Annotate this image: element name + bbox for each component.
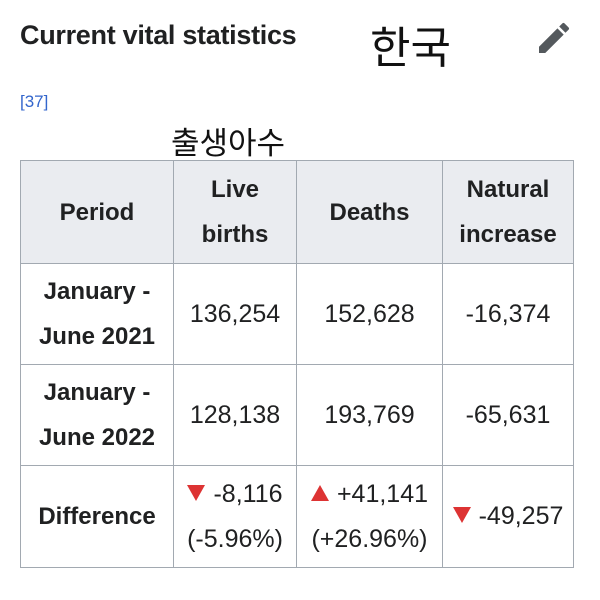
reference-link[interactable]: [37]: [20, 92, 49, 111]
difference-row: Difference -8,116 (-5.96%) +41,141 (+26.…: [20, 465, 574, 568]
header-natural-increase-line1: Natural: [466, 176, 550, 203]
section-title: Current vital statistics: [20, 20, 297, 50]
section-header: Current vital statistics 한국: [20, 18, 580, 74]
cell-natural-increase: -65,631: [442, 364, 574, 466]
header-natural-increase: Natural increase: [442, 160, 574, 264]
pencil-icon[interactable]: [534, 18, 574, 58]
difference-live-births-percent: (-5.96%): [187, 524, 283, 553]
decrease-triangle-icon: [187, 484, 206, 501]
difference-live-births-value: -8,116: [213, 479, 283, 508]
cell-difference-deaths: +41,141 (+26.96%): [296, 465, 443, 568]
row-period-line1: January -: [43, 278, 151, 305]
row-period: January - June 2022: [20, 364, 174, 466]
header-live-births: Live births: [173, 160, 297, 264]
cell-live-births: 136,254: [173, 263, 297, 365]
cell-deaths: 193,769: [296, 364, 443, 466]
header-period: Period: [20, 160, 174, 264]
header-natural-increase-line2: increase: [459, 221, 557, 248]
edit-button[interactable]: [534, 18, 574, 58]
table-header-row: Period Live births Deaths Natural increa…: [20, 160, 574, 264]
row-period-line2: June 2022: [38, 424, 156, 451]
cell-natural-increase: -16,374: [442, 263, 574, 365]
vital-statistics-table: Period Live births Deaths Natural increa…: [20, 160, 574, 568]
increase-triangle-icon: [310, 484, 329, 501]
decrease-triangle-icon: [452, 507, 471, 523]
table-row: January - June 2021 136,254 152,628 -16,…: [20, 263, 574, 365]
header-live-births-line2: births: [201, 221, 269, 248]
header-live-births-line1: Live: [210, 176, 260, 203]
row-period: January - June 2021: [20, 263, 174, 365]
column-annotation: 출생아수: [171, 126, 286, 162]
header-deaths: Deaths: [296, 160, 443, 264]
difference-natural-increase-value: -49,257: [478, 502, 564, 530]
cell-difference-live-births: -8,116 (-5.96%): [173, 465, 297, 568]
difference-deaths-value: +41,141: [336, 479, 429, 508]
row-period-line1: January -: [43, 379, 151, 406]
difference-deaths-percent: (+26.96%): [311, 524, 428, 553]
difference-label: Difference: [20, 465, 174, 568]
cell-live-births: 128,138: [173, 364, 297, 466]
table-row: January - June 2022 128,138 193,769 -65,…: [20, 364, 574, 466]
row-period-line2: June 2021: [38, 323, 156, 350]
title-annotation: 한국: [370, 23, 451, 74]
cell-difference-natural-increase: -49,257: [442, 465, 574, 568]
cell-deaths: 152,628: [296, 263, 443, 365]
